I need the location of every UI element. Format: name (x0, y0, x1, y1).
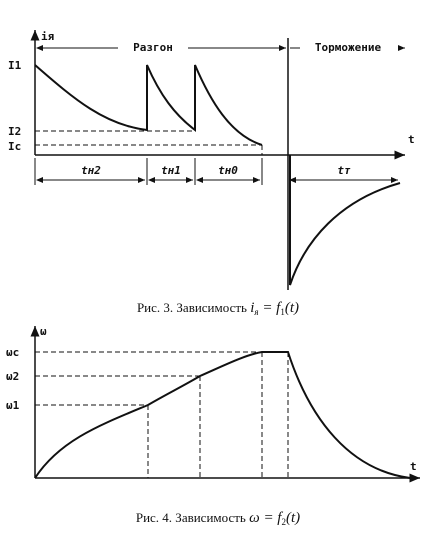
caption-part: 2 (281, 517, 286, 527)
interval-label: tн2 (81, 164, 101, 177)
level-label: I2 (8, 125, 21, 138)
caption-part: i (250, 300, 254, 316)
caption-part: Рис. 3. Зависимость (137, 300, 247, 315)
caption-part: (t) (285, 300, 299, 316)
phase-label: Торможение (315, 41, 382, 54)
caption-part: 1 (280, 307, 285, 317)
current-curve (34, 64, 263, 146)
interval-label: tн1 (161, 164, 181, 177)
caption: Рис. 4. Зависимость ω = f2(t) (136, 510, 300, 527)
level-label: ωc (6, 346, 19, 359)
interval-label: tт (337, 164, 351, 177)
caption-part: я (253, 307, 258, 317)
level-label: I1 (8, 59, 22, 72)
caption-part: = f (259, 300, 283, 316)
interval-label: tн0 (218, 164, 238, 177)
axis-label: t (408, 133, 415, 146)
axis-label: ω (40, 325, 47, 338)
axis-label: t (410, 460, 417, 473)
level-label: ω2 (6, 370, 19, 383)
speed-curve (34, 351, 411, 479)
caption-part: = f (260, 510, 284, 526)
axis-label: iя (41, 30, 54, 43)
level-label: Ic (8, 140, 21, 153)
figure-1: iя t Разгон Торможение I1 I2 Ic tн2 tн1 … (8, 30, 415, 317)
label-bg (118, 40, 188, 54)
caption-part: ω (249, 510, 260, 526)
phase-label: Разгон (133, 41, 173, 54)
brake-curve (289, 155, 401, 286)
figure-2: ω t ωc ω2 ω1 Рис. 4. Зависимость ω = f2(… (6, 325, 420, 527)
label-bg (300, 40, 398, 54)
caption-part: (t) (286, 510, 300, 526)
caption-part: Рис. 4. Зависимость (136, 510, 246, 525)
level-label: ω1 (6, 399, 20, 412)
caption: Рис. 3. Зависимость iя = f1(t) (137, 300, 299, 317)
